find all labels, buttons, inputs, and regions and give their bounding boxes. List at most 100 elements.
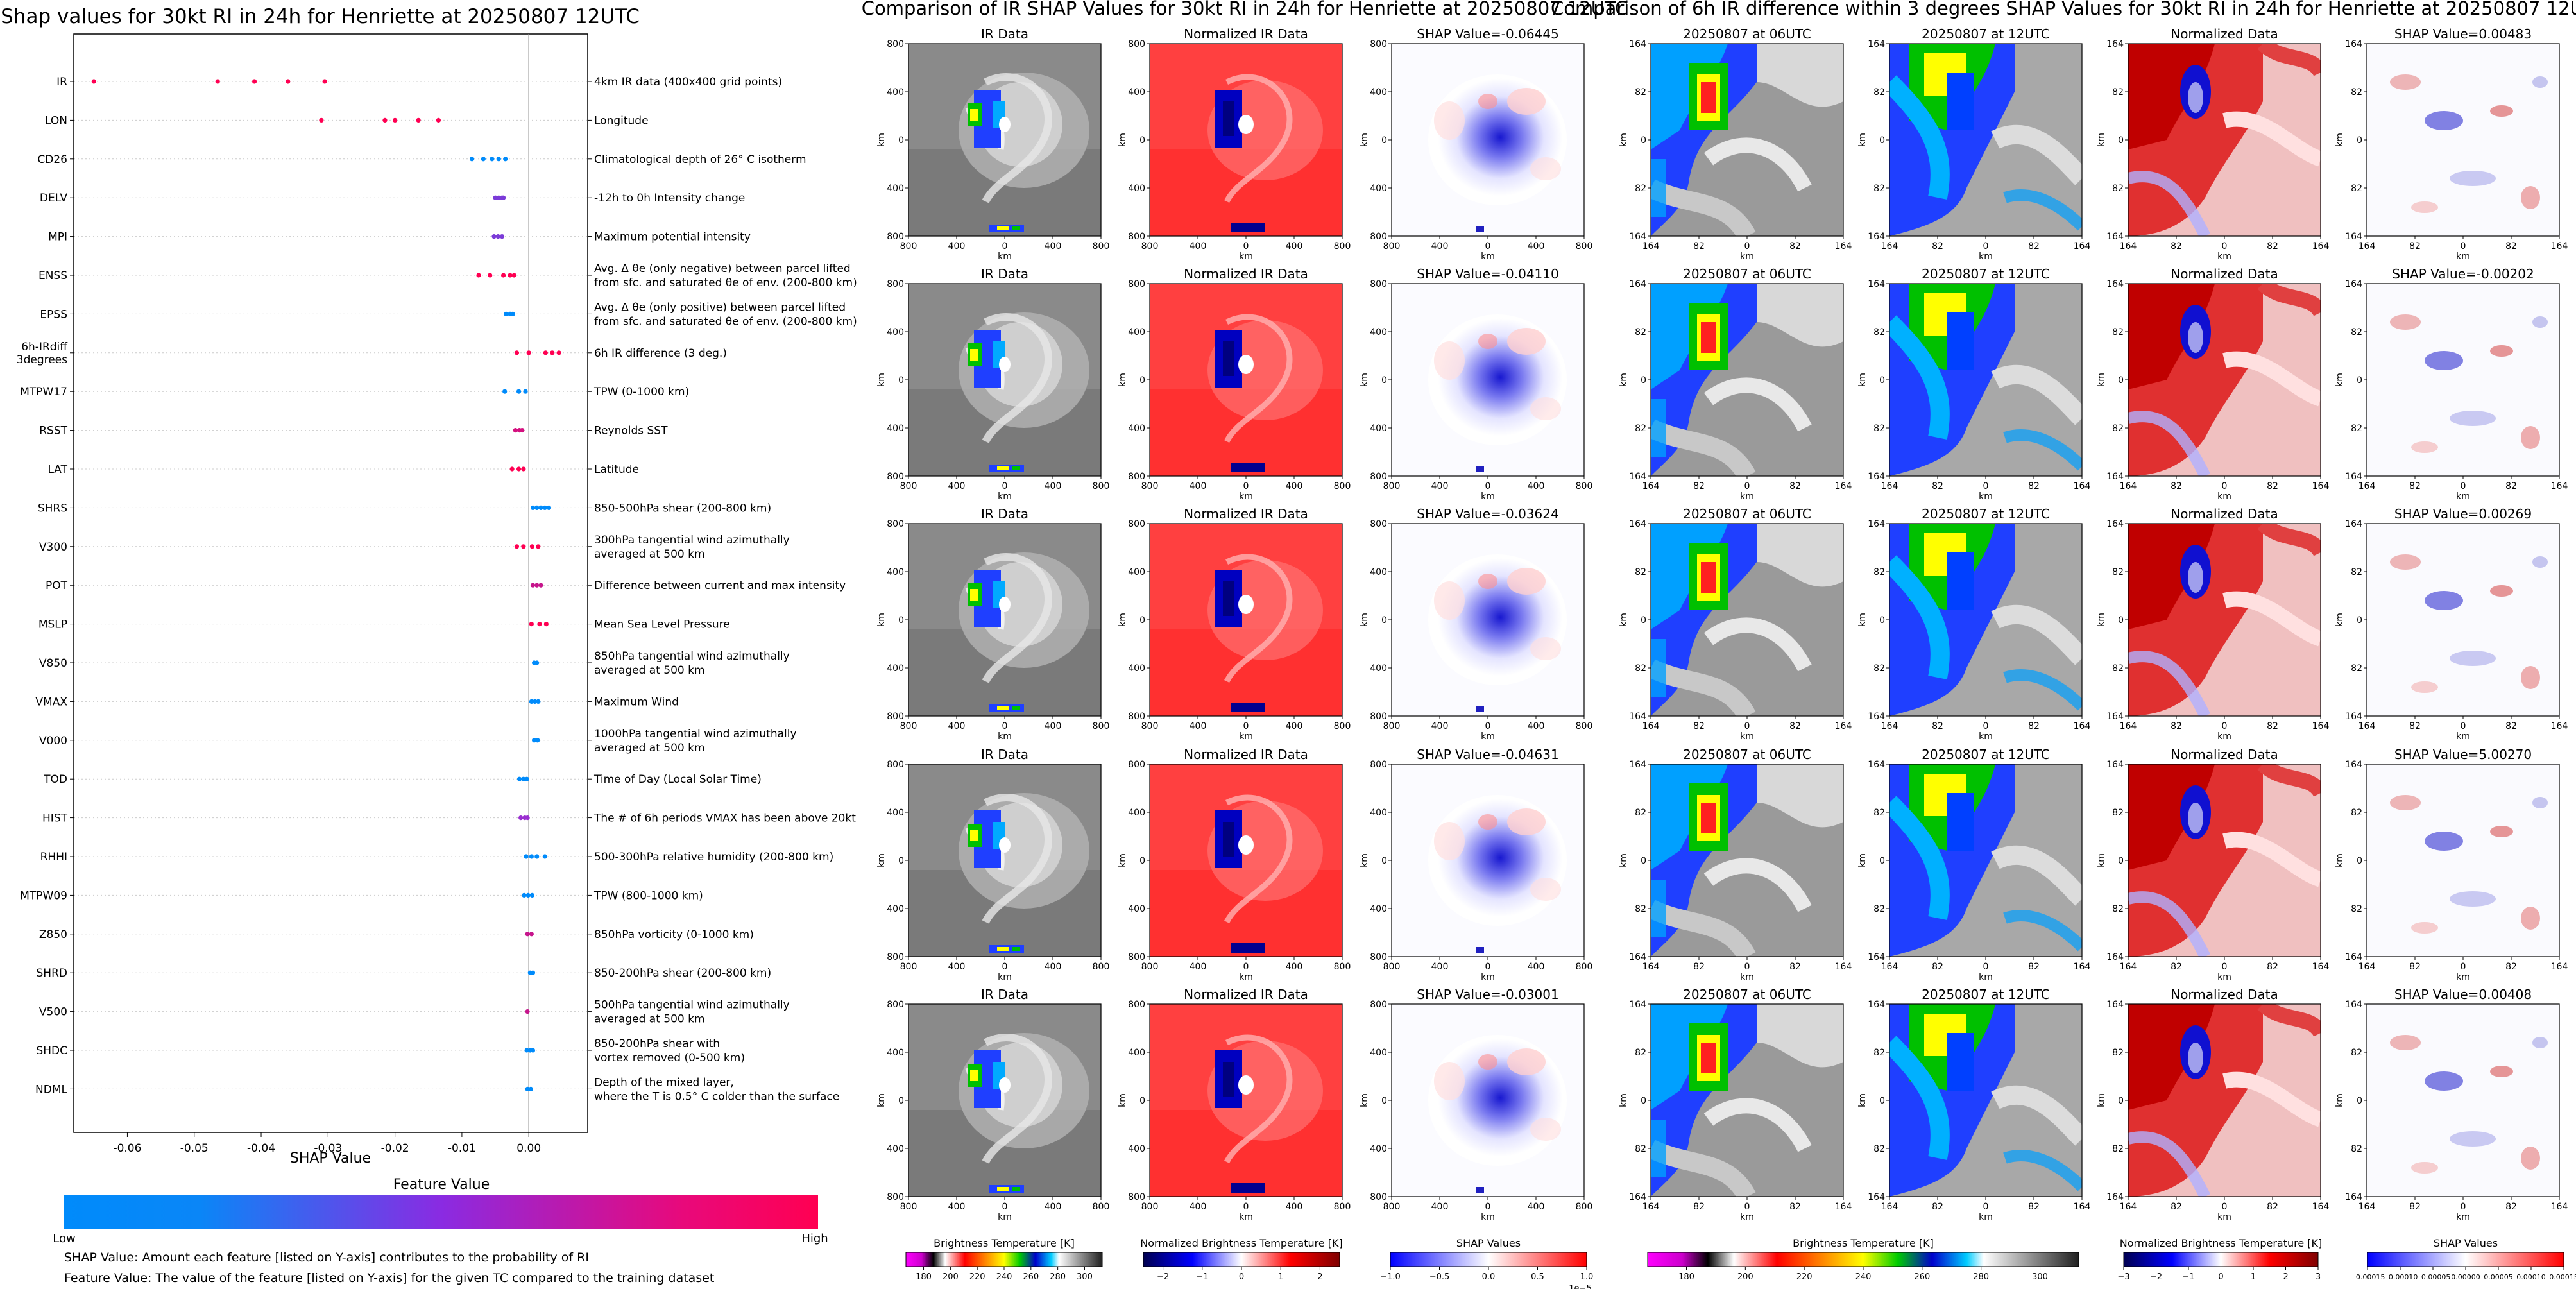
feature-row: LON Longitude <box>45 114 649 127</box>
y-tick-label: 0 <box>1879 135 1885 146</box>
x-tick-label: 800 <box>1141 1202 1159 1212</box>
shap-point <box>543 350 548 355</box>
panel-image <box>1651 44 1843 236</box>
x-tick-label: 0 <box>2461 241 2466 252</box>
x-tick-label: 400 <box>1431 241 1449 252</box>
feature-description: 500hPa tangential wind azimuthally averag… <box>594 999 790 1026</box>
feature-label: 6h-IRdiff 3degrees <box>17 341 69 366</box>
feature-row: MTPW17 TPW (0-1000 km) <box>20 386 689 398</box>
shap-point <box>529 854 534 859</box>
panel-title: Normalized IR Data <box>1184 26 1308 42</box>
feature-description: TPW (800-1000 km) <box>593 889 703 902</box>
x-tick-label: 0 <box>1983 721 1989 731</box>
shap-point <box>516 466 522 472</box>
x-tick-label: -0.06 <box>113 1142 141 1155</box>
shap-point <box>436 117 441 123</box>
x-tick-label: 164 <box>1835 481 1852 491</box>
colorbar-title: Feature Value <box>393 1177 490 1193</box>
feature-row: V850 850hPa tangential wind azimuthally av… <box>39 650 790 677</box>
feature-description: Avg. Δ θe (only negative) between parcel… <box>594 262 857 289</box>
colorbar-ir: Brightness Temperature [K] 180 200 220 240 26… <box>905 1237 1103 1282</box>
colorbar-exponent: 1e−5 <box>1569 1284 1591 1289</box>
x-tick-label: -0.01 <box>448 1142 476 1155</box>
x-tick-label: 82 <box>2505 1202 2517 1212</box>
y-axis-label: km <box>1857 133 1868 147</box>
y-tick-label: 0 <box>898 135 904 146</box>
x-tick-label: 400 <box>1286 962 1303 972</box>
feature-description: Difference between current and max inten… <box>594 579 846 592</box>
feature-label: LAT <box>47 463 67 476</box>
y-tick-label: 0 <box>1381 856 1387 866</box>
y-tick-label: 400 <box>1128 87 1145 98</box>
feature-row: RHHI 500-300hPa relative humidity (200-80… <box>40 851 834 864</box>
x-tick-label: 800 <box>1383 962 1401 972</box>
x-tick-label: 0 <box>1243 481 1249 491</box>
shap-point <box>524 854 529 859</box>
y-tick-label: 82 <box>1873 1048 1885 1058</box>
shap-point <box>393 117 398 123</box>
shap-point <box>513 428 518 433</box>
x-tick-label: 400 <box>1045 1202 1062 1212</box>
y-tick-label: 164 <box>1629 712 1646 722</box>
colorbar-tick-label: 240 <box>1855 1272 1872 1282</box>
shap-point <box>319 117 324 123</box>
y-tick-label: 82 <box>1635 808 1646 818</box>
shap-point <box>529 699 534 704</box>
feature-label: Z850 <box>39 928 67 941</box>
shap-point <box>322 79 327 84</box>
feature-row: SHDC 850-200hPa shear with vortex removed … <box>36 1037 745 1064</box>
x-tick-label: 0 <box>2461 721 2466 731</box>
feature-label: CD26 <box>37 153 67 166</box>
y-tick-label: 82 <box>1635 327 1646 337</box>
panel-image <box>1651 1004 1843 1197</box>
irdiff-panel-grid: 20250807 at 06UTC 164 82 0 82 164 164 82 0 82 164 k… <box>1619 26 2568 1222</box>
feature-label: POT <box>46 579 68 592</box>
panel-title: 20250807 at 12UTC <box>1922 747 2050 762</box>
colorbar-label: Normalized Brightness Temperature [K] <box>2120 1237 2323 1249</box>
colorbar-tick-label: 300 <box>1077 1272 1093 1282</box>
y-tick-label: 400 <box>1128 1048 1145 1058</box>
x-axis-label: km <box>2456 252 2470 262</box>
y-tick-label: 164 <box>2106 952 2124 962</box>
feature-label: MTPW09 <box>20 889 67 902</box>
x-tick-label: 800 <box>1334 1202 1351 1212</box>
panel-title: SHAP Value=0.00408 <box>2394 987 2532 1002</box>
y-tick-label: 164 <box>2106 232 2124 242</box>
feature-description: TPW (0-1000 km) <box>593 386 689 398</box>
panel-image <box>2367 764 2559 957</box>
y-tick-label: 82 <box>2112 423 2124 434</box>
x-tick-label: 400 <box>1190 481 1207 491</box>
x-axis-label: km <box>2456 972 2470 982</box>
y-axis-label: km <box>2096 1093 2106 1107</box>
shap-point <box>508 273 513 278</box>
x-tick-label: 0 <box>1744 721 1750 731</box>
y-tick-label: 400 <box>887 567 904 577</box>
y-tick-label: 0 <box>1879 615 1885 626</box>
y-tick-label: 0 <box>1381 615 1387 626</box>
shap-point <box>528 1086 533 1091</box>
colorbar-tick-label: 200 <box>943 1272 959 1282</box>
x-tick-label: 400 <box>1528 481 1545 491</box>
shap-point <box>496 195 501 200</box>
y-tick-label: 800 <box>1128 712 1145 722</box>
colorbar-tick-label: 0.5 <box>1531 1272 1544 1282</box>
y-tick-label: 400 <box>1370 567 1387 577</box>
feature-row: HIST The # of 6h periods VMAX has been ab… <box>42 812 856 825</box>
y-tick-label: 800 <box>887 1192 904 1202</box>
x-tick-label: 800 <box>1576 1202 1593 1212</box>
y-tick-label: 82 <box>1873 567 1885 577</box>
shap-point <box>496 157 501 162</box>
y-tick-label: 800 <box>1128 472 1145 482</box>
panel-image <box>1889 524 2082 716</box>
x-tick-label: 0 <box>1485 1202 1491 1212</box>
x-tick-label: 0 <box>1243 241 1249 252</box>
y-tick-label: 800 <box>1128 760 1145 770</box>
y-tick-label: 400 <box>887 87 904 98</box>
x-tick-label: 0 <box>2461 962 2466 972</box>
x-axis-label: km <box>2217 252 2231 262</box>
y-tick-label: 0 <box>1139 135 1145 146</box>
